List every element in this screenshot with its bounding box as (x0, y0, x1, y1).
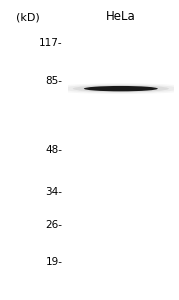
Text: 48-: 48- (46, 146, 63, 155)
Ellipse shape (73, 85, 169, 92)
Text: 117-: 117- (39, 38, 63, 48)
Text: HeLa: HeLa (106, 11, 136, 23)
Text: (kD): (kD) (16, 13, 40, 23)
Text: 34-: 34- (46, 187, 63, 197)
Text: 26-: 26- (46, 220, 63, 230)
Text: 85-: 85- (46, 76, 63, 86)
Ellipse shape (84, 86, 158, 91)
Text: 19-: 19- (46, 257, 63, 267)
Ellipse shape (62, 84, 179, 93)
